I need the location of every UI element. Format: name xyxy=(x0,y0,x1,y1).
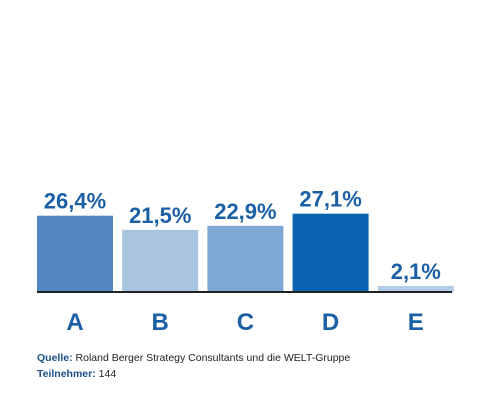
category-label-d: D xyxy=(322,309,339,336)
source-line: Quelle: Roland Berger Strategy Consultan… xyxy=(37,350,350,366)
value-label-c: 22,9% xyxy=(214,199,276,224)
participants-count: 144 xyxy=(98,368,117,380)
source-text: Roland Berger Strategy Consultants und d… xyxy=(75,352,351,364)
value-label-e: 2,1% xyxy=(391,259,441,284)
value-label-a: 26,4% xyxy=(44,189,106,214)
bars-group xyxy=(37,213,454,292)
bar-a xyxy=(37,215,113,292)
participants-label: Teilnehmer: xyxy=(37,368,96,380)
participants-line: Teilnehmer: 144 xyxy=(37,366,350,382)
value-labels-group: 26,4% 21,5% 22,9% 27,1% 2,1% xyxy=(44,187,441,284)
bar-c xyxy=(207,225,284,292)
source-note: Quelle: Roland Berger Strategy Consultan… xyxy=(37,350,350,382)
value-label-d: 27,1% xyxy=(299,187,361,212)
value-label-b: 21,5% xyxy=(129,203,191,228)
bar-b xyxy=(122,229,199,292)
bar-d xyxy=(292,213,369,292)
category-labels-group: A B C D E xyxy=(66,309,423,336)
category-label-b: B xyxy=(152,309,169,336)
category-label-c: C xyxy=(237,309,254,336)
bar-e xyxy=(377,285,454,292)
category-label-a: A xyxy=(66,309,83,336)
category-label-e: E xyxy=(408,309,424,336)
source-label: Quelle: xyxy=(37,352,73,364)
